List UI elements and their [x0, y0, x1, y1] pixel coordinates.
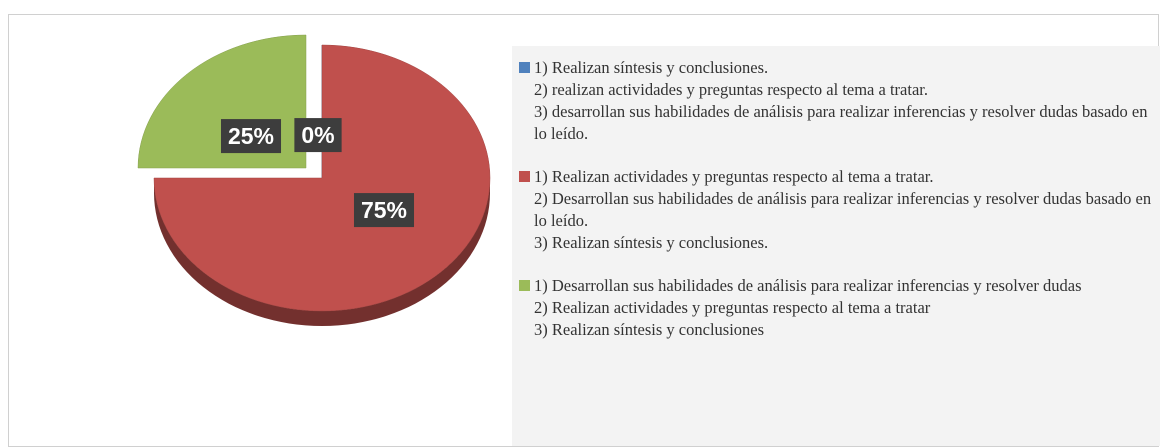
data-label-box: [353, 193, 415, 228]
data-label: 25%: [228, 123, 274, 149]
legend-entry: 1) Desarrollan sus habilidades de anális…: [512, 275, 1160, 341]
data-label: 75%: [361, 197, 407, 223]
legend-label: 1) Realizan actividades y preguntas resp…: [534, 167, 1152, 252]
legend-entry: 1) Realizan actividades y preguntas resp…: [512, 166, 1160, 254]
data-label-box: [294, 118, 342, 153]
legend-label: 1) Realizan síntesis y conclusiones. 2) …: [534, 58, 1148, 143]
legend: 1) Realizan síntesis y conclusiones. 2) …: [512, 46, 1160, 446]
legend-entry: 1) Realizan síntesis y conclusiones. 2) …: [512, 57, 1160, 145]
legend-swatch: [519, 62, 530, 73]
legend-swatch: [519, 171, 530, 182]
legend-swatch: [519, 280, 530, 291]
legend-label: 1) Desarrollan sus habilidades de anális…: [534, 276, 1082, 339]
data-label-box: [220, 119, 282, 154]
data-label: 0%: [301, 122, 334, 148]
slice: [153, 44, 491, 312]
